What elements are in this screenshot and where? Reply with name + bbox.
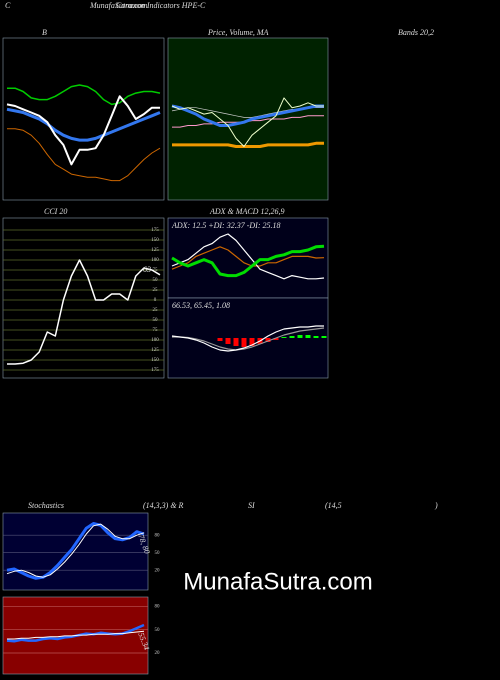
series-line [6,522,145,580]
panel [2,512,149,591]
series-line [6,523,145,578]
series-line [171,97,324,147]
label: (14,5 [325,501,342,510]
series-line [172,141,324,148]
series-line [171,246,325,270]
series-line [171,104,324,127]
y-tick-label: 150 [151,238,159,243]
title: Common Indicators HPE-C [116,1,206,10]
watermark: MunafaSutra.com [183,568,372,595]
histogram-bar [321,336,327,338]
series-line [7,84,161,106]
label: ) [434,501,438,510]
histogram-bar [265,338,271,342]
y-tick-label: 20 [155,568,161,573]
series-line [7,259,161,365]
y-tick-label: 80 [155,533,161,538]
annotation: ADX: 12.5 +DI: 32.37 -DI: 25.18 [171,221,281,230]
label: (14,3,3) & R [143,501,184,510]
histogram-bar [241,338,247,347]
histogram-bar [233,338,239,346]
y-tick-label: 25 [153,308,159,313]
label: ADX & MACD 12,26,9 [209,207,284,216]
histogram-bar [289,336,295,338]
series-line [171,233,325,280]
panel [2,217,165,379]
histogram-bar [225,338,231,344]
series-line [171,325,324,352]
histogram-bar [305,335,311,338]
histogram-bar [217,338,223,341]
y-tick-label: 50 [155,551,161,556]
annotation: 66.53, 65.45, 1.08 [172,301,230,310]
series-line [7,128,161,182]
y-tick-label: 175 [151,368,159,373]
y-tick-label: 125 [151,248,159,253]
series-line [171,244,325,278]
c-label: C [5,1,11,10]
histogram-bar [281,337,287,338]
label: Bands 20,2 [398,28,434,37]
series-line [6,107,161,142]
label: SI [248,501,255,510]
panel [167,217,329,299]
y-tick-label: 80 [155,604,161,609]
y-tick-label: 175 [151,228,159,233]
series-line [172,327,325,351]
histogram-bar [249,338,255,346]
y-tick-label: 150 [151,358,159,363]
histogram-bar [297,335,303,338]
series-line [7,630,145,640]
label: Stochastics [28,501,64,510]
annotation: 63 [143,265,151,274]
y-tick-label: 100 [151,338,159,343]
y-tick-label: 125 [151,348,159,353]
y-tick-label: 0 [154,298,157,303]
y-tick-label: 50 [153,318,159,323]
y-tick-label: 20 [155,651,161,656]
histogram-bar [273,338,279,340]
y-tick-label: 50 [155,628,161,633]
y-tick-label: 75 [153,328,159,333]
label: CCI 20 [44,207,67,216]
histogram-bar [313,336,319,338]
y-tick-label: 25 [153,288,159,293]
y-tick-label: 100 [151,258,159,263]
y-tick-label: 50 [153,278,159,283]
label: Price, Volume, MA [207,28,269,37]
y-tick-label: 75 [153,268,159,273]
label: B [42,28,47,37]
series-line [6,95,160,166]
site: MunafaSutra.com [89,1,148,10]
